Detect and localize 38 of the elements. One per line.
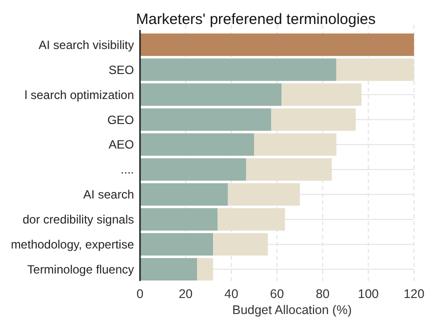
x-tick-label: 80: [316, 287, 330, 301]
x-tick-label: 120: [404, 287, 424, 301]
bar: [254, 133, 336, 156]
y-tick-label: methodology, expertise: [10, 238, 134, 252]
bar: [140, 83, 282, 106]
x-axis-title: Budget Allocation (%): [232, 303, 352, 317]
bar: [271, 108, 356, 131]
y-tick-label: dor credibility signals: [22, 212, 134, 227]
bar: [228, 183, 300, 206]
bar: [140, 183, 228, 206]
x-tick-label: 0: [136, 287, 144, 301]
x-tick-label: 60: [270, 287, 284, 301]
bar: [140, 208, 218, 231]
y-tick-label: Terminologe fluency: [27, 262, 134, 276]
y-tick-label: AI search: [83, 188, 134, 202]
bar: [336, 58, 414, 81]
y-tick-label: SEO: [108, 62, 134, 77]
y-tick-label: AI search visibility: [38, 38, 134, 52]
y-tick-label: GEO: [107, 112, 134, 127]
chart-title: Marketers' preferened terminologies: [136, 11, 376, 28]
y-tick-label: ....: [120, 162, 134, 177]
bar: [140, 258, 198, 280]
bar: [197, 258, 214, 280]
bar: [140, 58, 336, 81]
x-tick-label: 100: [358, 287, 379, 301]
bar: [140, 158, 246, 181]
x-tick-label: 20: [178, 287, 193, 301]
bar: [213, 233, 268, 256]
bar: [246, 158, 332, 181]
bar: [218, 208, 285, 231]
bar: [140, 34, 414, 56]
x-tick-label: 40: [224, 287, 238, 301]
bar: [282, 83, 362, 106]
bar: [140, 233, 214, 256]
y-tick-label: l search optimization: [24, 88, 134, 102]
bar: [140, 133, 254, 156]
y-tick-label: AEO: [108, 138, 134, 152]
bar: [140, 108, 272, 131]
